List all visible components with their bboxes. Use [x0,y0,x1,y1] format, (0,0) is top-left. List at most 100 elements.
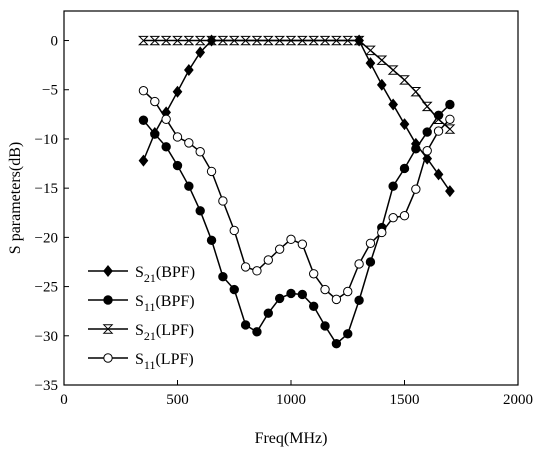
data-point [286,234,296,245]
x-tick-label: 1000 [276,392,306,408]
data-point [309,301,319,311]
data-point [274,293,285,304]
data-point [251,35,263,46]
data-point [263,308,273,318]
data-point [161,142,171,152]
data-point [138,154,149,167]
data-point [296,35,308,46]
data-point [263,255,273,265]
data-point [388,212,398,223]
data-point [422,146,432,156]
data-point [353,35,365,46]
data-point [103,353,113,363]
data-point [320,321,330,331]
y-axis-label: S parameters(dB) [7,142,24,254]
x-axis-label: Freq(MHz) [255,430,328,447]
legend-item: S11(BPF) [88,293,195,314]
legend-label: S21(BPF) [135,264,195,285]
y-tick-label: −20 [35,230,58,246]
data-point [445,185,455,198]
data-point [150,96,160,107]
data-point [102,324,114,334]
data-point [138,86,149,96]
data-point [195,147,205,157]
data-point [387,65,399,75]
data-point [103,295,113,305]
data-point [172,35,183,46]
data-point [377,227,387,238]
series-line [143,39,451,130]
legend-label: S11(BPF) [135,293,195,314]
data-point [444,124,456,134]
data-point [343,286,353,297]
data-point [229,225,239,236]
data-point [217,35,229,46]
data-point [331,294,342,305]
x-tick-label: 1500 [390,392,420,408]
series-S11(LPF) [138,86,455,305]
data-point [172,132,183,142]
data-point [240,320,251,330]
series-line [142,90,451,301]
data-point [411,184,421,194]
data-point [365,57,376,70]
y-tick-label: −25 [35,280,58,296]
x-tick-label: 2000 [503,392,533,408]
data-point [445,114,455,124]
data-point [240,262,251,272]
data-point [388,98,398,111]
data-point [309,269,319,279]
data-point [103,265,113,277]
data-point [376,55,388,65]
series-line [142,39,451,192]
data-point [184,138,194,148]
data-point [195,46,206,59]
data-point [161,114,171,124]
data-point [319,35,331,46]
data-point [331,338,342,349]
data-point [194,35,206,46]
data-point [308,35,320,46]
data-point [365,45,376,56]
data-point [172,85,183,98]
data-point [149,35,161,46]
data-point [228,35,240,46]
data-point [354,295,364,306]
legend-item: S21(BPF) [88,264,195,285]
y-tick-label: −35 [35,378,58,394]
series-line [142,103,451,345]
data-point [422,127,432,137]
data-point [138,35,149,46]
data-point [376,78,387,91]
series-S21(LPF) [138,35,456,134]
x-tick-label: 0 [60,392,68,408]
data-point [445,99,455,110]
legend-label: S11(LPF) [135,351,194,372]
data-point [206,35,217,46]
data-point [262,35,274,46]
data-point [399,118,410,131]
data-point [365,238,376,248]
data-point [184,64,194,77]
y-tick-label: −30 [35,329,58,345]
data-point [195,206,205,216]
data-point [399,163,410,174]
data-point [274,35,286,46]
data-point [320,284,330,295]
y-tick-label: −5 [42,83,58,99]
data-point [218,272,228,282]
data-point [252,327,262,337]
data-point [365,257,376,267]
data-point [433,168,444,181]
data-point [330,35,342,46]
data-point [206,235,217,246]
data-point [343,329,353,339]
data-point [184,181,194,191]
data-point [433,126,444,136]
data-point [411,144,421,154]
data-point [399,75,410,85]
x-tick-label: 500 [166,392,189,408]
data-point [285,35,297,46]
data-point [433,114,444,124]
data-point [354,259,364,269]
